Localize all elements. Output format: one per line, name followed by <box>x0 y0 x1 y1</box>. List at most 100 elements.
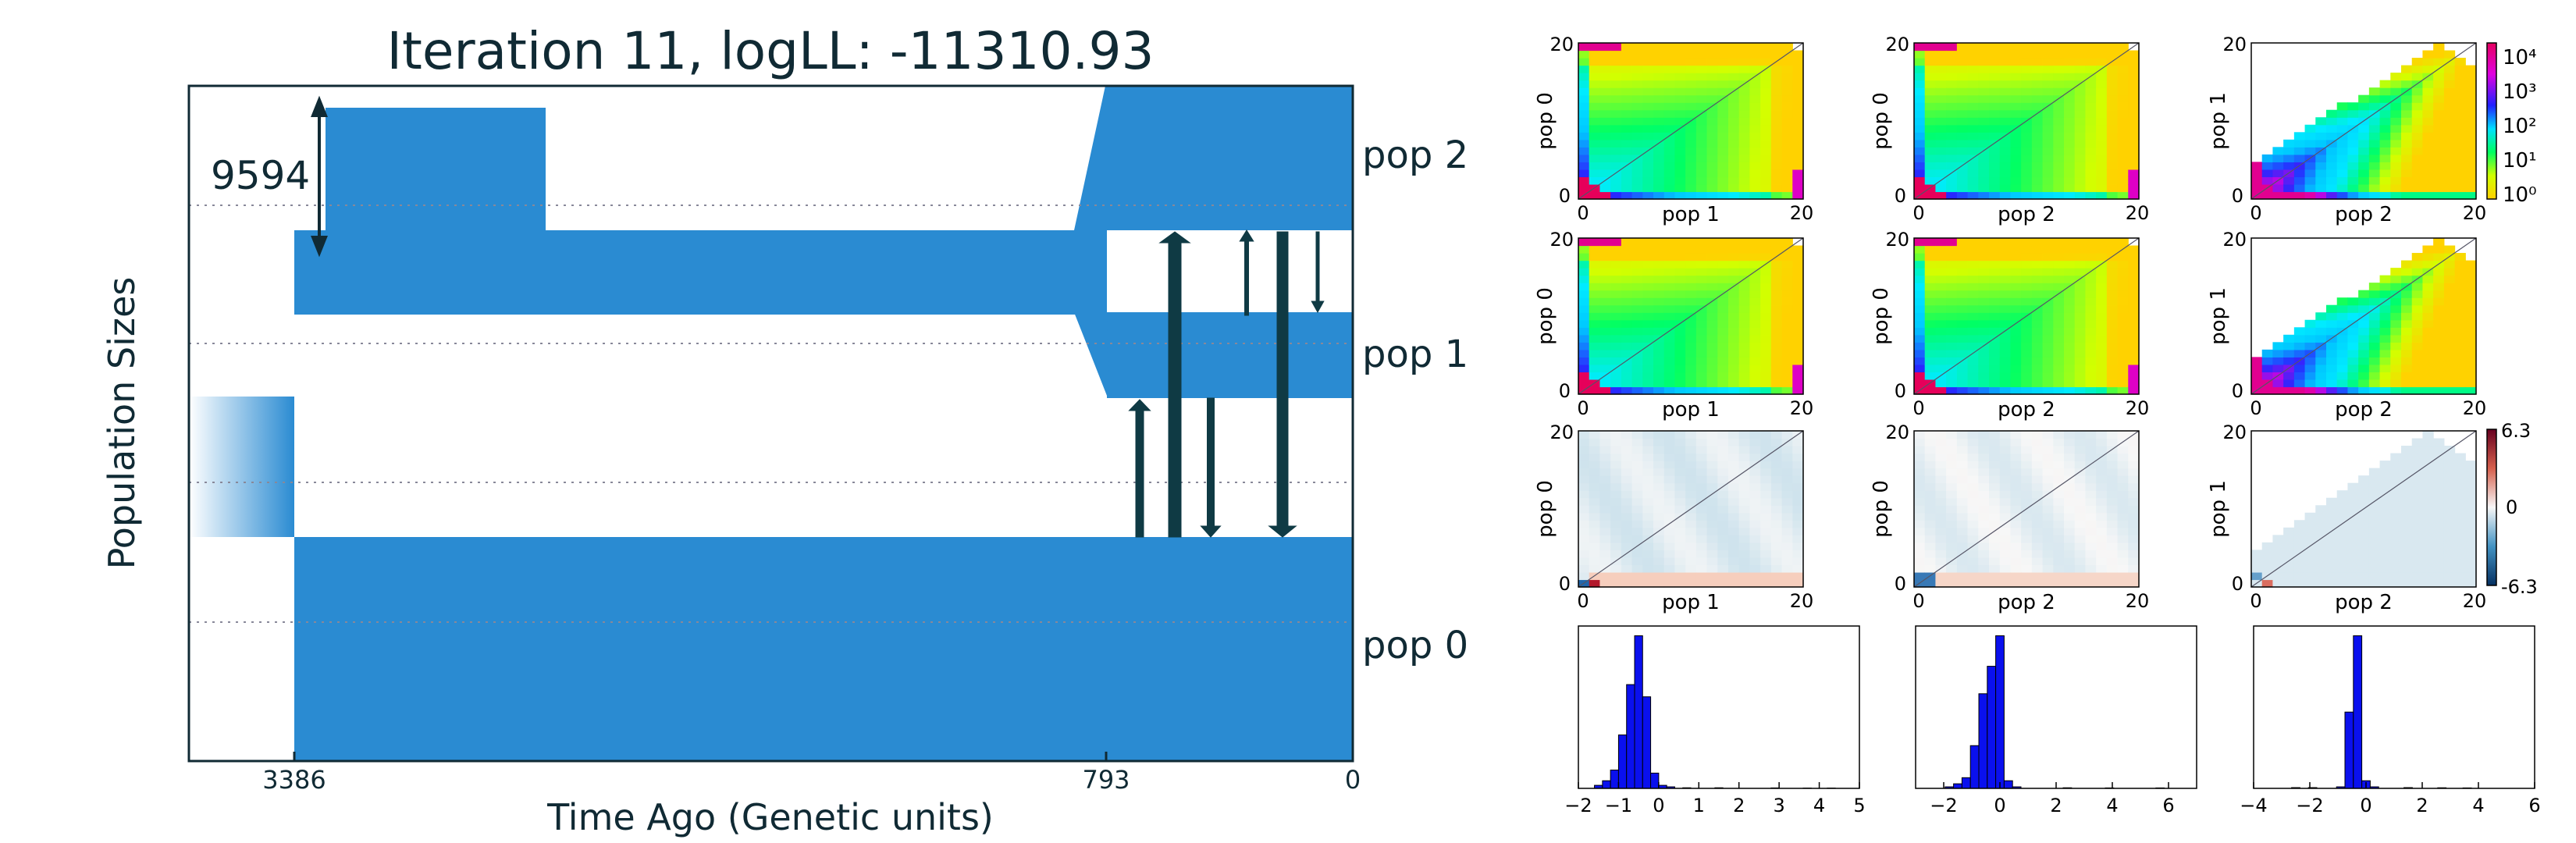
diagonal-line <box>1578 237 1804 395</box>
x-tick-0: 0 <box>1912 202 1924 224</box>
migration-arrow-shaft <box>1135 410 1144 538</box>
cbar-log-tick-4: 10⁴ <box>2503 46 2537 69</box>
histogram-tick-label: 2 <box>1733 795 1745 816</box>
heatmap-ylabel: pop 0 <box>1870 92 1893 150</box>
y-tick-0: 0 <box>1559 573 1571 595</box>
heatmap-frame <box>1578 430 1804 588</box>
x-tick-3386: 3386 <box>262 765 326 795</box>
histogram-bar <box>1995 635 2005 789</box>
x-tick-20: 20 <box>2126 590 2150 612</box>
y-tick-20: 20 <box>1885 34 1909 55</box>
cbar-res-tick-mid: 0 <box>2506 496 2517 518</box>
histogram-tick-label: −2 <box>1930 795 1957 816</box>
histogram-tick-label: 0 <box>1653 795 1664 816</box>
y-tick-20: 20 <box>1885 422 1909 443</box>
y-tick-20: 20 <box>1550 34 1574 55</box>
ancestral-12-taper <box>1074 230 1108 400</box>
scale-arrow <box>311 95 328 258</box>
x-tick-0: 0 <box>1912 397 1924 419</box>
migration-arrow-shaft <box>1244 240 1249 316</box>
demography-panel: Iteration 11, logLL: -11310.93 Populatio… <box>101 21 1468 838</box>
heatmap-frame <box>1913 430 2140 588</box>
histogram-tick-label: 6 <box>2162 795 2174 816</box>
root-population <box>189 397 294 537</box>
heatmap-frame <box>1578 237 1804 395</box>
x-tick-20: 20 <box>2463 590 2487 612</box>
x-tick-0: 0 <box>2250 590 2261 612</box>
y-tick-0: 0 <box>1895 573 1906 595</box>
heatmap-ylabel: pop 0 <box>1534 92 1557 150</box>
diagonal-line <box>1913 42 2140 200</box>
y-tick-0: 0 <box>2232 380 2243 402</box>
diagonal-line <box>1913 430 2140 588</box>
heatmap-panel-2-0: 0 20 0 20 pop 1 pop 0 <box>1534 422 1813 614</box>
histogram-tick-label: −1 <box>1605 795 1632 816</box>
heatmap-ylabel: pop 0 <box>1870 287 1893 345</box>
y-tick-20: 20 <box>2222 229 2247 251</box>
histogram-bar <box>1617 735 1628 789</box>
pop2-label: pop 2 <box>1362 133 1468 177</box>
heatmap-frame <box>2250 237 2477 395</box>
x-ticks <box>293 752 1354 761</box>
histogram-tick-label: 6 <box>2528 795 2540 816</box>
histogram-bar <box>2353 635 2363 789</box>
residual-histograms: −2 −1 0 1 2 3 4 5 −2 0 2 4 6 −4 −2 0 2 4 6 <box>1564 625 2541 816</box>
y-tick-20: 20 <box>1550 422 1574 443</box>
heatmap-frame <box>1913 42 2140 200</box>
histogram-tick-label: −2 <box>2296 795 2323 816</box>
diagonal-line <box>1578 430 1804 588</box>
x-tick-0: 0 <box>1912 590 1924 612</box>
x-axis-label: Time Ago (Genetic units) <box>546 796 994 838</box>
y-tick-20: 20 <box>1885 229 1909 251</box>
histogram-tick-label: 0 <box>2360 795 2371 816</box>
heatmap-panel-2-2: 0 20 0 20 pop 2 pop 1 <box>2207 422 2486 614</box>
histogram-tick-label: 2 <box>2416 795 2428 816</box>
x-tick-20: 20 <box>2463 397 2487 419</box>
histogram-tick-label: 5 <box>1853 795 1865 816</box>
size-guides <box>189 205 1353 623</box>
heatmap-ylabel: pop 1 <box>2207 92 2230 150</box>
histogram-tick-label: 4 <box>2472 795 2484 816</box>
migration-arrow-head <box>1200 525 1222 538</box>
heatmap-xlabel: pop 2 <box>2335 591 2393 614</box>
cbar-log-tick-2: 10² <box>2503 115 2537 138</box>
migration-arrow-shaft <box>1207 397 1215 527</box>
heatmap-ylabel: pop 1 <box>2207 480 2230 538</box>
heatmap-xlabel: pop 1 <box>1662 398 1720 422</box>
y-tick-0: 0 <box>2232 185 2243 207</box>
migration-arrow-shaft <box>1276 231 1289 527</box>
histogram-tick-label: 3 <box>1774 795 1785 816</box>
migration-arrow-shaft <box>1168 242 1182 538</box>
x-tick-793: 793 <box>1082 765 1130 795</box>
demography-frame <box>187 84 1354 763</box>
cbar-log-tick-1: 10¹ <box>2503 149 2537 173</box>
heatmap-xlabel: pop 2 <box>1998 591 2055 614</box>
histogram-tick-label: 4 <box>1813 795 1825 816</box>
histogram-1: −2 0 2 4 6 <box>1915 625 2197 816</box>
cbar-log-tick-3: 10³ <box>2503 80 2537 104</box>
heatmap-xlabel: pop 2 <box>2335 203 2393 226</box>
heatmap-xlabel: pop 2 <box>1998 203 2055 226</box>
diagonal-line <box>2250 237 2477 395</box>
histogram-bar <box>1602 780 1611 789</box>
migration-arrows <box>1128 229 1325 538</box>
heatmap-frame <box>2250 430 2477 588</box>
histogram-tick-label: 0 <box>1994 795 2005 816</box>
x-tick-20: 20 <box>1790 202 1814 224</box>
histogram-bar <box>1969 745 1980 789</box>
x-tick-20: 20 <box>2463 202 2487 224</box>
histogram-bar <box>1634 635 1643 789</box>
heatmap-xlabel: pop 2 <box>1998 398 2055 422</box>
x-tick-20: 20 <box>1790 590 1814 612</box>
histogram-bar <box>2344 711 2354 789</box>
pop1-label: pop 1 <box>1362 333 1468 376</box>
histogram-0: −2 −1 0 1 2 3 4 5 <box>1564 625 1866 816</box>
histogram-tick-label: −2 <box>1564 795 1592 816</box>
histogram-bar <box>1650 772 1660 789</box>
y-axis-label: Population Sizes <box>101 277 143 570</box>
histogram-2: −4 −2 0 2 4 6 <box>2240 625 2541 816</box>
colorbar-log-scale <box>2486 42 2497 200</box>
colorbar-residual-scale <box>2486 429 2497 586</box>
ancestral-bump <box>326 108 546 233</box>
histogram-bar <box>1961 777 1971 789</box>
